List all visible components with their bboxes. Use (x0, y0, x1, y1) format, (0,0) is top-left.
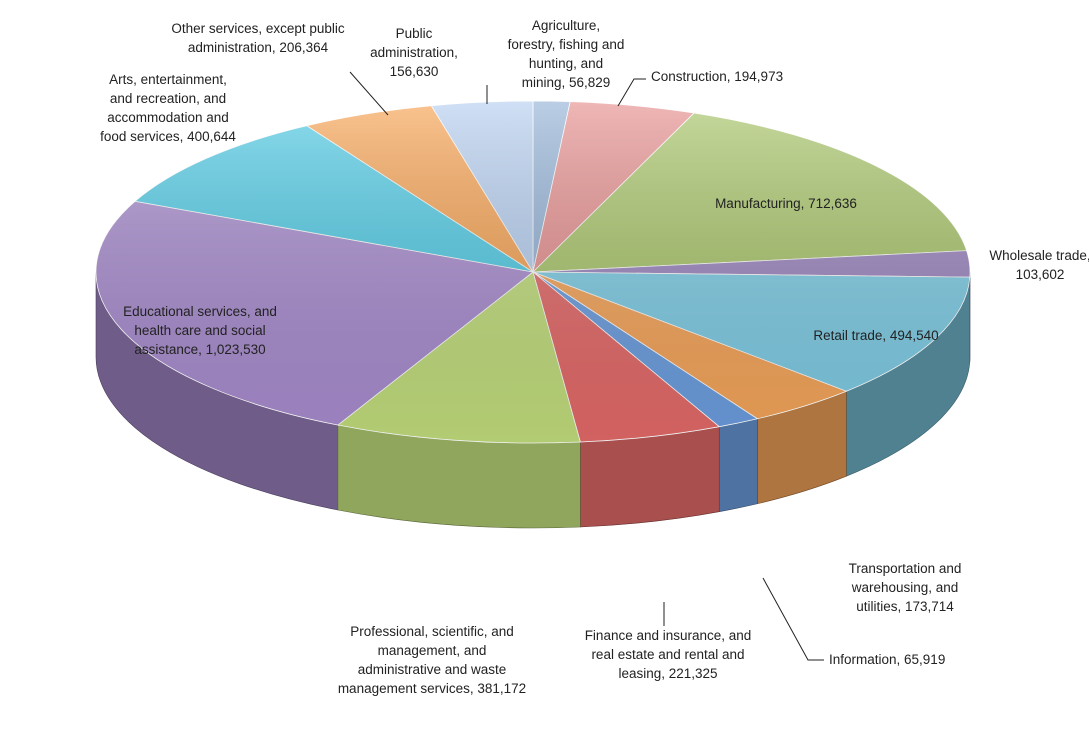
slice-label-line: 156,630 (390, 64, 439, 79)
slice-label-line: and recreation, and (110, 91, 226, 106)
label-leader-lines (349, 71, 824, 661)
slice-label-line: food services, 400,644 (100, 129, 236, 144)
slice-label-line: administration, 206,364 (188, 40, 329, 55)
slice-label-line: leasing, 221,325 (618, 666, 717, 681)
slice-label-line: mining, 56,829 (522, 75, 611, 90)
slice-label-line: Manufacturing, 712,636 (715, 196, 857, 211)
pie-side-information (718, 418, 758, 513)
slice-labels: Agriculture, forestry, fishing and hunting… (100, 18, 1089, 696)
slice-label-wholesale-trade: Wholesale trade, 103,602 (989, 248, 1089, 282)
slice-label-line: Arts, entertainment, (109, 72, 227, 87)
slice-label-line: 103,602 (1016, 267, 1065, 282)
slice-label-line: warehousing, and (851, 580, 959, 595)
slice-label-line: real estate and rental and (591, 647, 744, 662)
slice-label-line: health care and social (134, 323, 265, 338)
slice-label-arts-entertainment-and-recreation-and-ac: Arts, entertainment, and recreation, and a… (100, 72, 236, 144)
slice-label-line: management, and (378, 643, 487, 658)
slice-label-transportation-and-warehousing-and-utili: Transportation and warehousing, and utilit… (849, 561, 962, 614)
slice-label-line: Agriculture, (532, 18, 600, 33)
slice-label-line: management services, 381,172 (338, 681, 526, 696)
pie-sides (95, 271, 971, 529)
slice-label-line: hunting, and (529, 56, 603, 71)
slice-label-professional-scientific-and-management-a: Professional, scientific, and management,… (338, 624, 526, 696)
slice-label-line: administrative and waste (358, 662, 507, 677)
slice-label-line: accommodation and (107, 110, 229, 125)
slice-label-line: Retail trade, 494,540 (813, 328, 938, 343)
slice-label-line: Construction, 194,973 (651, 69, 783, 84)
leader-line-construction (617, 78, 646, 107)
slice-label-other-services-except-public-administrat: Other services, except public administrat… (171, 21, 345, 55)
slice-label-manufacturing: Manufacturing, 712,636 (715, 196, 857, 211)
slice-label-construction: Construction, 194,973 (651, 69, 783, 84)
pie-top-shading (96, 101, 970, 443)
slice-label-public-administration: Public administration, 156,630 (370, 26, 458, 79)
slice-label-line: administration, (370, 45, 458, 60)
pie-side-finance-and-insurance-and-real-estate-an (580, 426, 720, 528)
slice-label-line: forestry, fishing and (508, 37, 625, 52)
slice-label-information: Information, 65,919 (829, 652, 945, 667)
slice-label-line: assistance, 1,023,530 (134, 342, 265, 357)
slice-label-line: Wholesale trade, (989, 248, 1089, 263)
slice-label-agriculture-forestry-fishing-and-hunting: Agriculture, forestry, fishing and hunting… (508, 18, 625, 90)
leader-line-information (762, 577, 824, 661)
slice-label-line: utilities, 173,714 (856, 599, 954, 614)
slice-label-line: Transportation and (849, 561, 962, 576)
leader-line-other-services-except-public-administrat (349, 71, 389, 116)
slice-label-retail-trade: Retail trade, 494,540 (813, 328, 938, 343)
slice-label-line: Other services, except public (171, 21, 345, 36)
slice-label-educational-services-and-health-care-and: Educational services, and health care and… (123, 304, 277, 357)
slice-label-line: Public (396, 26, 433, 41)
slice-label-line: Professional, scientific, and (350, 624, 514, 639)
slice-label-finance-and-insurance-and-real-estate-an: Finance and insurance, and real estate an… (585, 628, 752, 681)
slice-label-line: Finance and insurance, and (585, 628, 752, 643)
pie-gloss (96, 101, 970, 443)
slice-label-line: Educational services, and (123, 304, 277, 319)
slice-label-line: Information, 65,919 (829, 652, 945, 667)
